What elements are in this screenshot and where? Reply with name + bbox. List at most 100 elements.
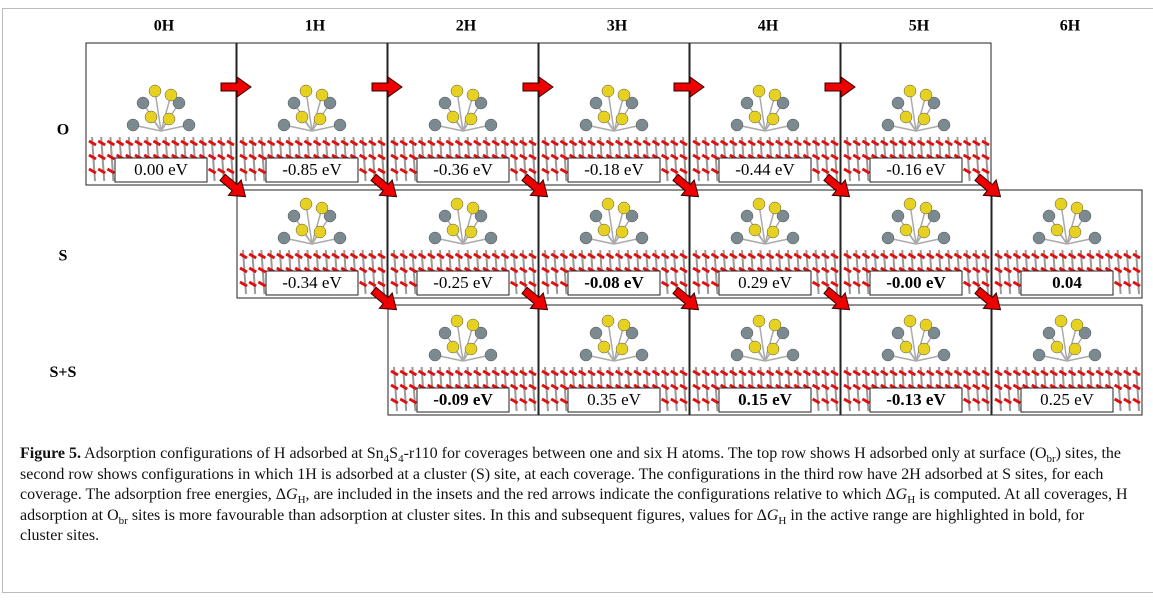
cluster-atom (1051, 224, 1063, 236)
cluster-atom (590, 327, 602, 339)
cluster-atom (602, 85, 614, 97)
cluster-atom (165, 89, 177, 101)
cluster-atom (938, 232, 950, 244)
panel: -0.00 eV (841, 190, 991, 298)
cluster-atom (753, 315, 765, 327)
cluster-atom (296, 111, 308, 123)
cluster-atom (767, 113, 779, 125)
column-header: 5H (909, 18, 930, 35)
cluster-atom (602, 198, 614, 210)
panel: -0.16 eV (841, 43, 991, 185)
energy-label: 0.35 eV (587, 390, 642, 409)
panel: 0.04 (992, 190, 1142, 298)
page: 0H1H2H3H4H5H6HO0.00 eV-0.85 eV-0.36 eV-0… (0, 0, 1153, 608)
energy-label: -0.16 eV (886, 160, 946, 179)
cluster-atom (636, 119, 648, 131)
cluster-atom (769, 89, 781, 101)
cluster-atom (447, 341, 459, 353)
cluster-atom (749, 111, 761, 123)
cluster-atom (598, 111, 610, 123)
cluster-atom (598, 224, 610, 236)
cluster-atom (616, 113, 628, 125)
cluster-atom (1055, 315, 1067, 327)
cluster-atom (1089, 349, 1101, 361)
column-header: 3H (607, 18, 628, 35)
panel: -0.25 eV (388, 190, 538, 298)
caption-text: Adsorption configurations of H adsorbed … (81, 445, 384, 462)
energy-label: -0.18 eV (584, 160, 644, 179)
column-header: 6H (1060, 18, 1081, 35)
cluster-atom (900, 341, 912, 353)
energy-label: -0.36 eV (433, 160, 493, 179)
cluster-atom (485, 349, 497, 361)
cluster-atom (787, 119, 799, 131)
cluster-atom (920, 89, 932, 101)
cluster-atom (288, 97, 300, 109)
cluster-atom (149, 85, 161, 97)
cluster-atom (447, 111, 459, 123)
cluster-atom (447, 224, 459, 236)
cluster-atom (918, 343, 930, 355)
caption-text: S (389, 445, 398, 462)
energy-label: -0.09 eV (433, 390, 493, 409)
cluster-atom (296, 224, 308, 236)
energy-label: -0.08 eV (584, 273, 644, 292)
cluster-atom (1069, 343, 1081, 355)
cluster-atom (580, 119, 592, 131)
energy-label: -0.34 eV (282, 273, 342, 292)
caption-text: Figure 5. (20, 445, 81, 462)
panel: -0.85 eV (237, 43, 387, 185)
cluster-atom (749, 224, 761, 236)
cluster-atom (741, 97, 753, 109)
cluster-atom (127, 119, 139, 131)
cluster-atom (485, 232, 497, 244)
caption-text: br (1047, 453, 1056, 465)
cluster-atom (892, 327, 904, 339)
cluster-atom (731, 232, 743, 244)
cluster-atom (602, 315, 614, 327)
cluster-atom (485, 119, 497, 131)
cluster-atom (334, 232, 346, 244)
cluster-atom (1069, 226, 1081, 238)
cluster-atom (465, 113, 477, 125)
cluster-atom (1051, 341, 1063, 353)
cluster-atom (938, 119, 950, 131)
panel: 0.00 eV (86, 43, 236, 185)
cluster-atom (429, 349, 441, 361)
cluster-atom (741, 327, 753, 339)
cluster-atom (918, 113, 930, 125)
cluster-atom (904, 85, 916, 97)
panel: 0.25 eV (992, 305, 1142, 415)
cluster-atom (465, 226, 477, 238)
cluster-atom (1071, 319, 1083, 331)
figure-caption: Figure 5. Adsorption configurations of H… (20, 444, 1130, 547)
panel: -0.36 eV (388, 43, 538, 185)
cluster-atom (918, 226, 930, 238)
cluster-atom (616, 226, 628, 238)
energy-label: -0.13 eV (886, 390, 946, 409)
cluster-atom (598, 341, 610, 353)
cluster-atom (767, 343, 779, 355)
cluster-atom (769, 319, 781, 331)
caption-text: sites is more favourable than adsorption… (128, 507, 767, 524)
cluster-atom (741, 210, 753, 222)
cluster-atom (904, 315, 916, 327)
column-header: 1H (305, 18, 326, 35)
cluster-atom (163, 113, 175, 125)
row-label: S+S (50, 364, 77, 381)
cluster-atom (892, 210, 904, 222)
cluster-atom (314, 113, 326, 125)
cluster-atom (618, 202, 630, 214)
cluster-atom (636, 232, 648, 244)
cluster-atom (467, 202, 479, 214)
cluster-atom (451, 85, 463, 97)
caption-text: br (119, 515, 128, 527)
cluster-atom (316, 89, 328, 101)
column-header: 0H (154, 18, 175, 35)
panel: -0.18 eV (539, 43, 689, 185)
cluster-atom (316, 202, 328, 214)
cluster-atom (787, 349, 799, 361)
cluster-atom (1071, 202, 1083, 214)
panel: 0.15 eV (690, 305, 840, 415)
